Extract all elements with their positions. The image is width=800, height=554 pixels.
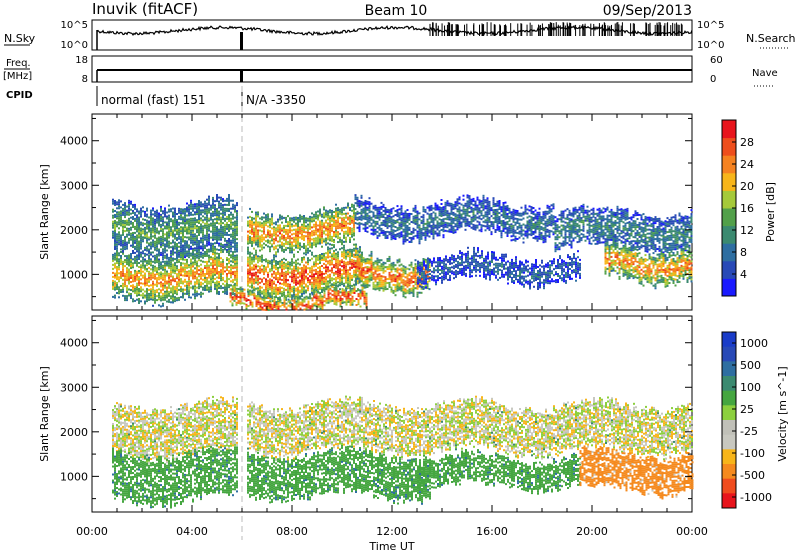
y-tick-label: 4000 [60, 135, 88, 148]
y-tick-label: 4000 [60, 337, 88, 350]
x-tick-label: 00:00 [676, 525, 708, 538]
nsky-panel-frame [91, 19, 693, 51]
nsearch-tick-top: 10^5 [697, 20, 724, 31]
velocity-colorbar: 1000 500 100 25 -25 -100 -500 -1000 [721, 331, 772, 509]
cpid-label: CPID [6, 90, 33, 101]
nave-label: Nave [752, 68, 778, 79]
power-colorbar-tick: 8 [740, 246, 747, 259]
power-colorbar-tick: 4 [740, 268, 747, 281]
cpid-segment-label: N/A -3350 [246, 93, 306, 107]
velocity-axes: 1000 2000 3000 4000 [60, 319, 692, 500]
velocity-colorbar-tick: -25 [740, 425, 758, 438]
freq-unit: [MHz] [3, 71, 32, 82]
power-heatmap [112, 194, 693, 311]
x-tick-label: 16:00 [476, 525, 508, 538]
nsearch-label: N.Search [746, 32, 796, 45]
velocity-heatmap [112, 395, 694, 509]
nsearch-tick-bottom: 10^0 [697, 40, 724, 51]
nsky-tick-top: 10^5 [61, 20, 88, 31]
y-tick-label: 2000 [60, 224, 88, 237]
nsky-tick-bottom: 10^0 [61, 40, 88, 51]
velocity-colorbar-tick: 1000 [740, 337, 768, 350]
nsky-trace [96, 22, 693, 50]
velocity-colorbar-tick: -500 [740, 469, 765, 482]
velocity-ylabel: Slant Range [km] [38, 366, 51, 462]
velocity-colorbar-tick: -1000 [740, 491, 772, 504]
power-colorbar-tick: 16 [740, 202, 754, 215]
x-axis-ticks: 00:00 04:00 08:00 12:00 16:00 20:00 00:00 [76, 114, 708, 538]
cpid-segment-label: normal (fast) 151 [101, 93, 205, 107]
y-tick-label: 2000 [60, 426, 88, 439]
power-colorbar-tick: 24 [740, 158, 754, 171]
velocity-colorbar-tick: 100 [740, 381, 761, 394]
beam-title: Beam 10 [365, 3, 428, 19]
power-colorbar-tick: 28 [740, 136, 754, 149]
power-colorbar: 4 8 12 16 20 24 28 [721, 119, 754, 297]
velocity-colorbar-tick: 25 [740, 403, 754, 416]
y-tick-label: 3000 [60, 179, 88, 192]
x-tick-label: 20:00 [576, 525, 608, 538]
y-tick-label: 3000 [60, 381, 88, 394]
freq-tick-bottom: 8 [82, 74, 88, 85]
x-axis-label: Time UT [368, 540, 414, 553]
nave-tick-bottom: 0 [710, 74, 716, 85]
x-tick-label: 00:00 [76, 525, 108, 538]
freq-tick-top: 18 [75, 55, 88, 66]
power-colorbar-label: Power [dB] [764, 182, 777, 242]
nave-tick-top: 60 [710, 55, 723, 66]
power-colorbar-tick: 20 [740, 180, 754, 193]
cpid-segments: normal (fast) 151 N/A -3350 [96, 86, 306, 540]
freq-trace [96, 69, 692, 82]
x-tick-label: 08:00 [276, 525, 308, 538]
y-tick-label: 1000 [60, 268, 88, 281]
date-title: 09/Sep/2013 [603, 3, 692, 19]
velocity-colorbar-tick: -100 [740, 447, 765, 460]
y-tick-label: 1000 [60, 470, 88, 483]
station-title: Inuvik (fitACF) [92, 0, 198, 18]
velocity-colorbar-tick: 500 [740, 359, 761, 372]
x-tick-label: 12:00 [376, 525, 408, 538]
power-axes: 1000 2000 3000 4000 [60, 117, 692, 298]
freq-label: Freq. [6, 58, 31, 69]
power-colorbar-tick: 12 [740, 224, 754, 237]
power-ylabel: Slant Range [km] [38, 164, 51, 260]
velocity-colorbar-label: Velocity [m s^-1] [776, 366, 789, 461]
x-tick-label: 04:00 [176, 525, 208, 538]
nsky-label: N.Sky [4, 32, 36, 45]
